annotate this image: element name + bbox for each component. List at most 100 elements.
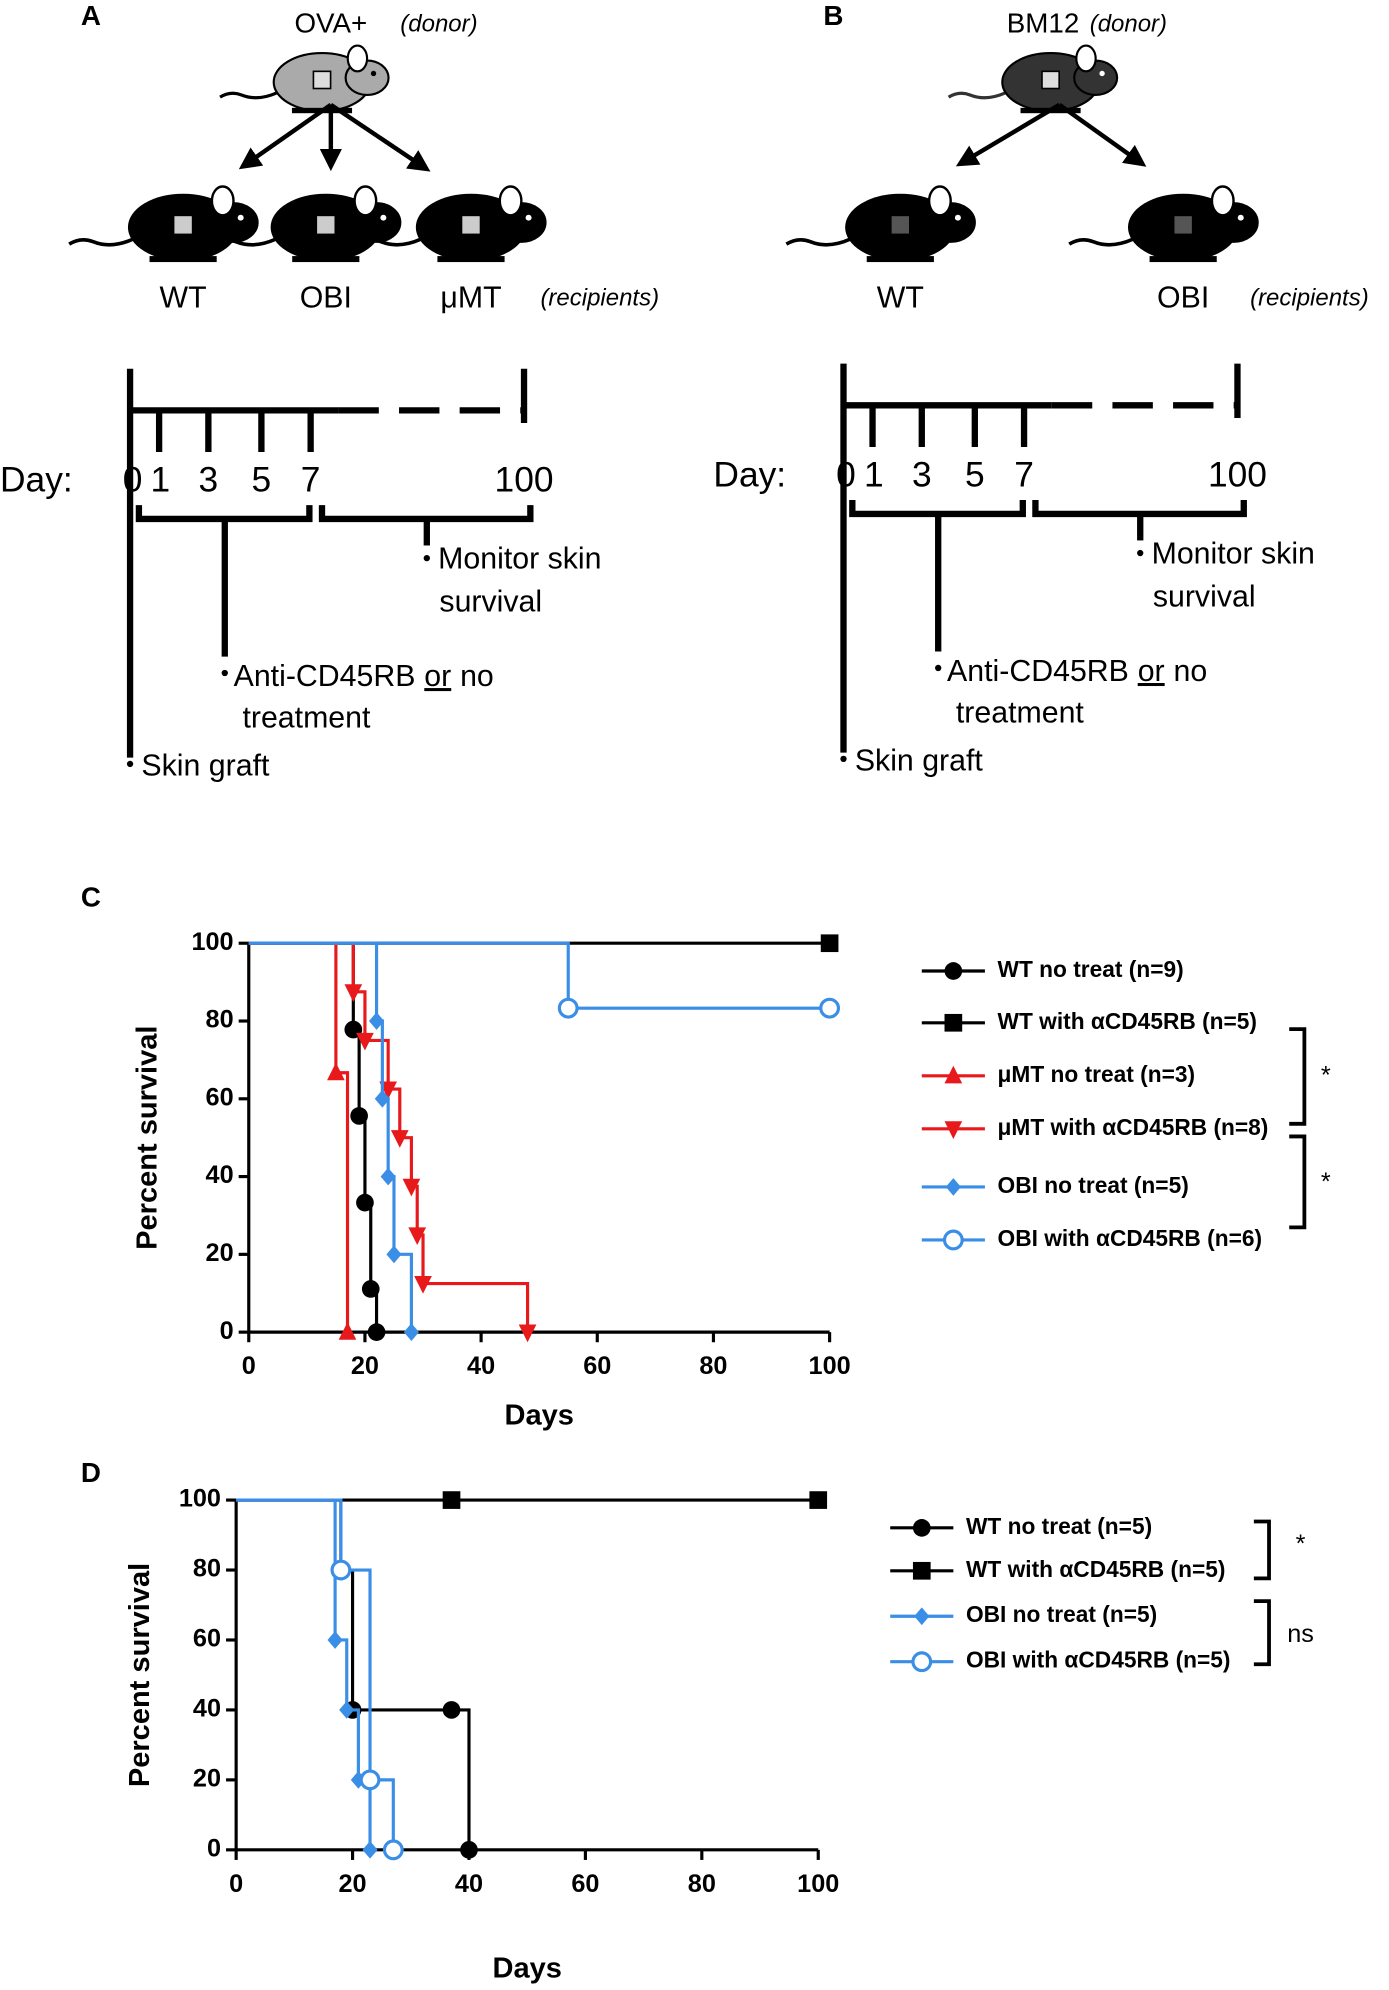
- day-number: 3: [912, 456, 932, 495]
- mouse-ear: [1075, 44, 1097, 73]
- x-axis-title: Days: [504, 1399, 573, 1431]
- mouse-ear: [1210, 185, 1235, 217]
- x-tick-label: 100: [809, 1352, 851, 1380]
- marker: [408, 1227, 427, 1246]
- day-number: 0: [836, 456, 856, 495]
- mouse-tail: [356, 237, 422, 247]
- bracket: [1032, 500, 1247, 518]
- significance-bracket: [1289, 1027, 1307, 1126]
- bullet: [935, 664, 942, 672]
- x-tick-label: 20: [351, 1352, 379, 1380]
- marker: [386, 1245, 402, 1264]
- marker: [390, 1130, 409, 1148]
- legend-label: WT no treat (n=5): [966, 1513, 1152, 1539]
- marker: [361, 1280, 380, 1298]
- y-tick-label: 40: [193, 1695, 221, 1723]
- mouse-tail: [68, 237, 134, 247]
- x-tick-label: 60: [583, 1352, 611, 1380]
- y-tick-label: 0: [220, 1317, 234, 1345]
- significance-bracket: [1253, 1519, 1271, 1581]
- x-tick-label: 80: [688, 1870, 716, 1898]
- mouse-ear: [210, 185, 235, 217]
- mouse-eye: [954, 214, 961, 221]
- mouse-ear: [498, 185, 523, 217]
- recipient-label: OBI: [1157, 281, 1209, 314]
- mouse-ear: [346, 44, 369, 73]
- recipient-label: μMT: [440, 281, 501, 314]
- legend-marker: [912, 1561, 931, 1580]
- marker: [356, 1193, 374, 1212]
- mouse-feet: [866, 256, 934, 263]
- arrow: [955, 102, 1061, 167]
- x-axis-title: Days: [492, 1952, 561, 1984]
- legend-label: OBI with αCD45RB (n=6): [998, 1225, 1263, 1251]
- y-tick-label: 80: [193, 1555, 221, 1583]
- legend-label: μMT with αCD45RB (n=8): [998, 1114, 1269, 1140]
- y-tick-label: 20: [193, 1765, 221, 1793]
- donor-note: (donor): [400, 11, 477, 38]
- survival-line: [236, 1498, 471, 1850]
- event-text: survival: [1153, 581, 1256, 614]
- y-tick-label: 60: [206, 1083, 234, 1111]
- mouse-feet: [149, 256, 217, 263]
- marker: [403, 1323, 419, 1341]
- y-tick-label: 100: [191, 928, 233, 956]
- survival-line: [248, 941, 830, 1010]
- day-number: 1: [151, 461, 171, 500]
- y-tick-label: 100: [179, 1485, 221, 1513]
- bracket: [849, 500, 1026, 518]
- mouse-tail: [785, 237, 851, 247]
- event-text-part: Anti-CD45RB: [234, 660, 416, 693]
- marker: [368, 1012, 385, 1030]
- day-number: 1: [864, 456, 884, 495]
- graft-square: [1041, 70, 1060, 90]
- significance-label: *: [1321, 1168, 1331, 1196]
- recipients-note: (recipients): [540, 285, 659, 312]
- mouse-eye: [380, 214, 387, 221]
- marker: [414, 1275, 432, 1294]
- survival-line: [248, 941, 379, 1333]
- marker: [367, 1323, 386, 1341]
- day-number: 100: [495, 461, 554, 500]
- recipient-label: WT: [877, 281, 924, 314]
- mouse-icon: [785, 185, 976, 263]
- mouse-eye: [237, 214, 244, 221]
- event-text-part: no: [460, 660, 494, 693]
- legend-marker: [944, 1121, 963, 1139]
- event-text: Skin graft: [141, 750, 270, 783]
- marker: [330, 1559, 352, 1581]
- graft-square: [460, 214, 482, 236]
- y-tick-label: 80: [206, 1006, 234, 1034]
- panel-label: A: [81, 0, 101, 31]
- event-text: survival: [439, 586, 542, 619]
- arrow: [329, 102, 431, 172]
- arrow: [238, 102, 333, 170]
- day-number: 3: [199, 461, 219, 500]
- day-number: 0: [123, 461, 143, 500]
- x-tick-label: 60: [571, 1870, 599, 1898]
- marker: [402, 1178, 421, 1197]
- legend-label: WT with αCD45RB (n=5): [998, 1008, 1257, 1034]
- marker: [382, 1839, 404, 1861]
- mouse-tail: [947, 91, 1007, 100]
- day-number: 5: [252, 461, 272, 500]
- mouse-feet: [1149, 256, 1217, 263]
- legend-marker: [944, 1013, 963, 1032]
- marker: [362, 1841, 378, 1859]
- bullet: [423, 554, 430, 562]
- x-tick-label: 100: [797, 1870, 839, 1898]
- donor-label: OVA+: [294, 8, 367, 39]
- y-axis-title: Percent survival: [124, 1563, 156, 1787]
- y-tick-label: 0: [207, 1835, 221, 1863]
- bullet: [126, 760, 134, 768]
- mouse-icon: [210, 185, 402, 263]
- x-tick-label: 40: [455, 1870, 483, 1898]
- marker: [518, 1324, 537, 1343]
- recipient-label: WT: [160, 281, 207, 314]
- bracket: [135, 505, 313, 523]
- significance-label: *: [1321, 1062, 1331, 1090]
- graft-square: [172, 214, 194, 236]
- event-text-part: no: [1174, 655, 1208, 688]
- graft-square: [889, 214, 911, 236]
